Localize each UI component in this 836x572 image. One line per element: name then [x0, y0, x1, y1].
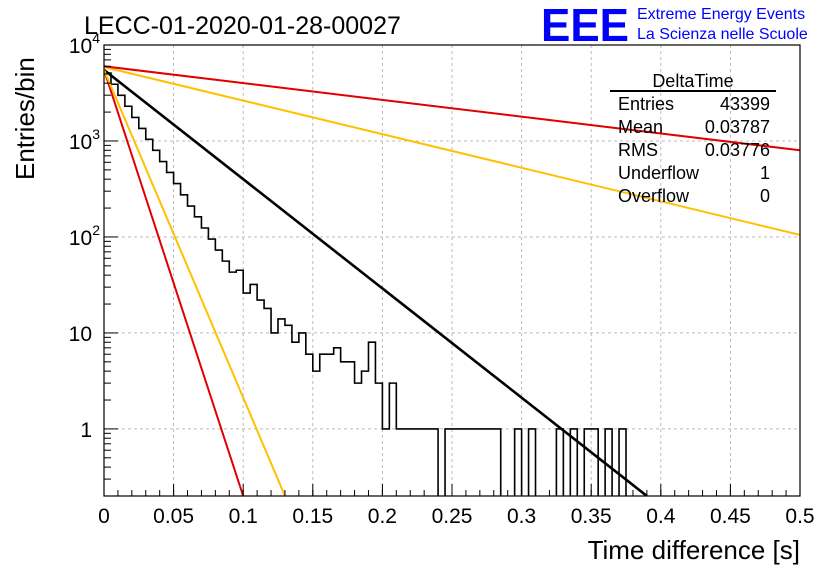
x-tick-label: 0.4 [646, 505, 676, 528]
stats-row-label: Underflow [618, 163, 700, 183]
eee-logo: EEE Extreme Energy Events La Scienza nel… [541, 0, 808, 51]
x-tick-labels: 0 0.05 0.1 0.15 0.2 0.25 0.3 0.35 0.4 0.45 0.5 [98, 505, 814, 528]
stats-row-value: 0.03776 [705, 140, 770, 160]
stats-box-title: DeltaTime [652, 71, 733, 91]
x-tick-label: 0.1 [229, 505, 258, 528]
x-tick-label: 0.25 [432, 505, 473, 528]
stats-row-label: Mean [618, 117, 663, 137]
x-tick-label: 0 [98, 505, 110, 528]
x-tick-label: 0.2 [368, 505, 397, 528]
series-layer [104, 65, 800, 496]
orange-steep-line [104, 69, 286, 496]
eee-logo-mark: EEE [541, 0, 629, 51]
plot-area [104, 65, 800, 496]
x-tick-label: 0.15 [292, 505, 333, 528]
stats-row-label: Overflow [618, 186, 690, 206]
stats-row-value: 0.03787 [705, 117, 770, 137]
stats-row-label: RMS [618, 140, 658, 160]
stats-row-value: 1 [760, 163, 770, 183]
x-tick-label: 0.5 [785, 505, 814, 528]
y-tick-label: 103 [69, 126, 100, 154]
y-tick-label: 10 [69, 323, 92, 346]
eee-logo-line2: La Scienza nelle Scuole [637, 26, 808, 43]
x-tick-label: 0.35 [571, 505, 612, 528]
y-tick-label: 104 [69, 30, 100, 58]
y-axis-title: Entries/bin [10, 57, 40, 180]
stats-box: DeltaTime Entries 43399 Mean 0.03787 RMS 0.03… [610, 71, 776, 206]
x-tick-label: 0.05 [153, 505, 194, 528]
red-steep-line [104, 69, 245, 496]
fit-line [104, 68, 648, 496]
stats-row-value: 0 [760, 186, 770, 206]
x-axis-title: Time difference [s] [588, 535, 800, 565]
histogram-step [104, 72, 627, 496]
run-title: LECC-01-2020-01-28-00027 [84, 12, 401, 40]
stats-box-rows: Entries 43399 Mean 0.03787 RMS 0.03776Underfl… [618, 94, 770, 206]
y-tick-labels: 1 10 102 103 104 [69, 30, 101, 442]
orange-shallow-line [104, 66, 800, 236]
stats-row-value: 43399 [720, 94, 770, 114]
y-tick-label: 102 [69, 222, 100, 250]
x-tick-label: 0.45 [710, 505, 751, 528]
y-tick-label: 1 [80, 419, 92, 442]
stats-row-label: Entries [618, 94, 674, 114]
axis-ticks [103, 44, 801, 496]
red-shallow-line [104, 65, 800, 152]
eee-logo-line1: Extreme Energy Events [637, 6, 805, 23]
x-tick-label: 0.3 [507, 505, 536, 528]
